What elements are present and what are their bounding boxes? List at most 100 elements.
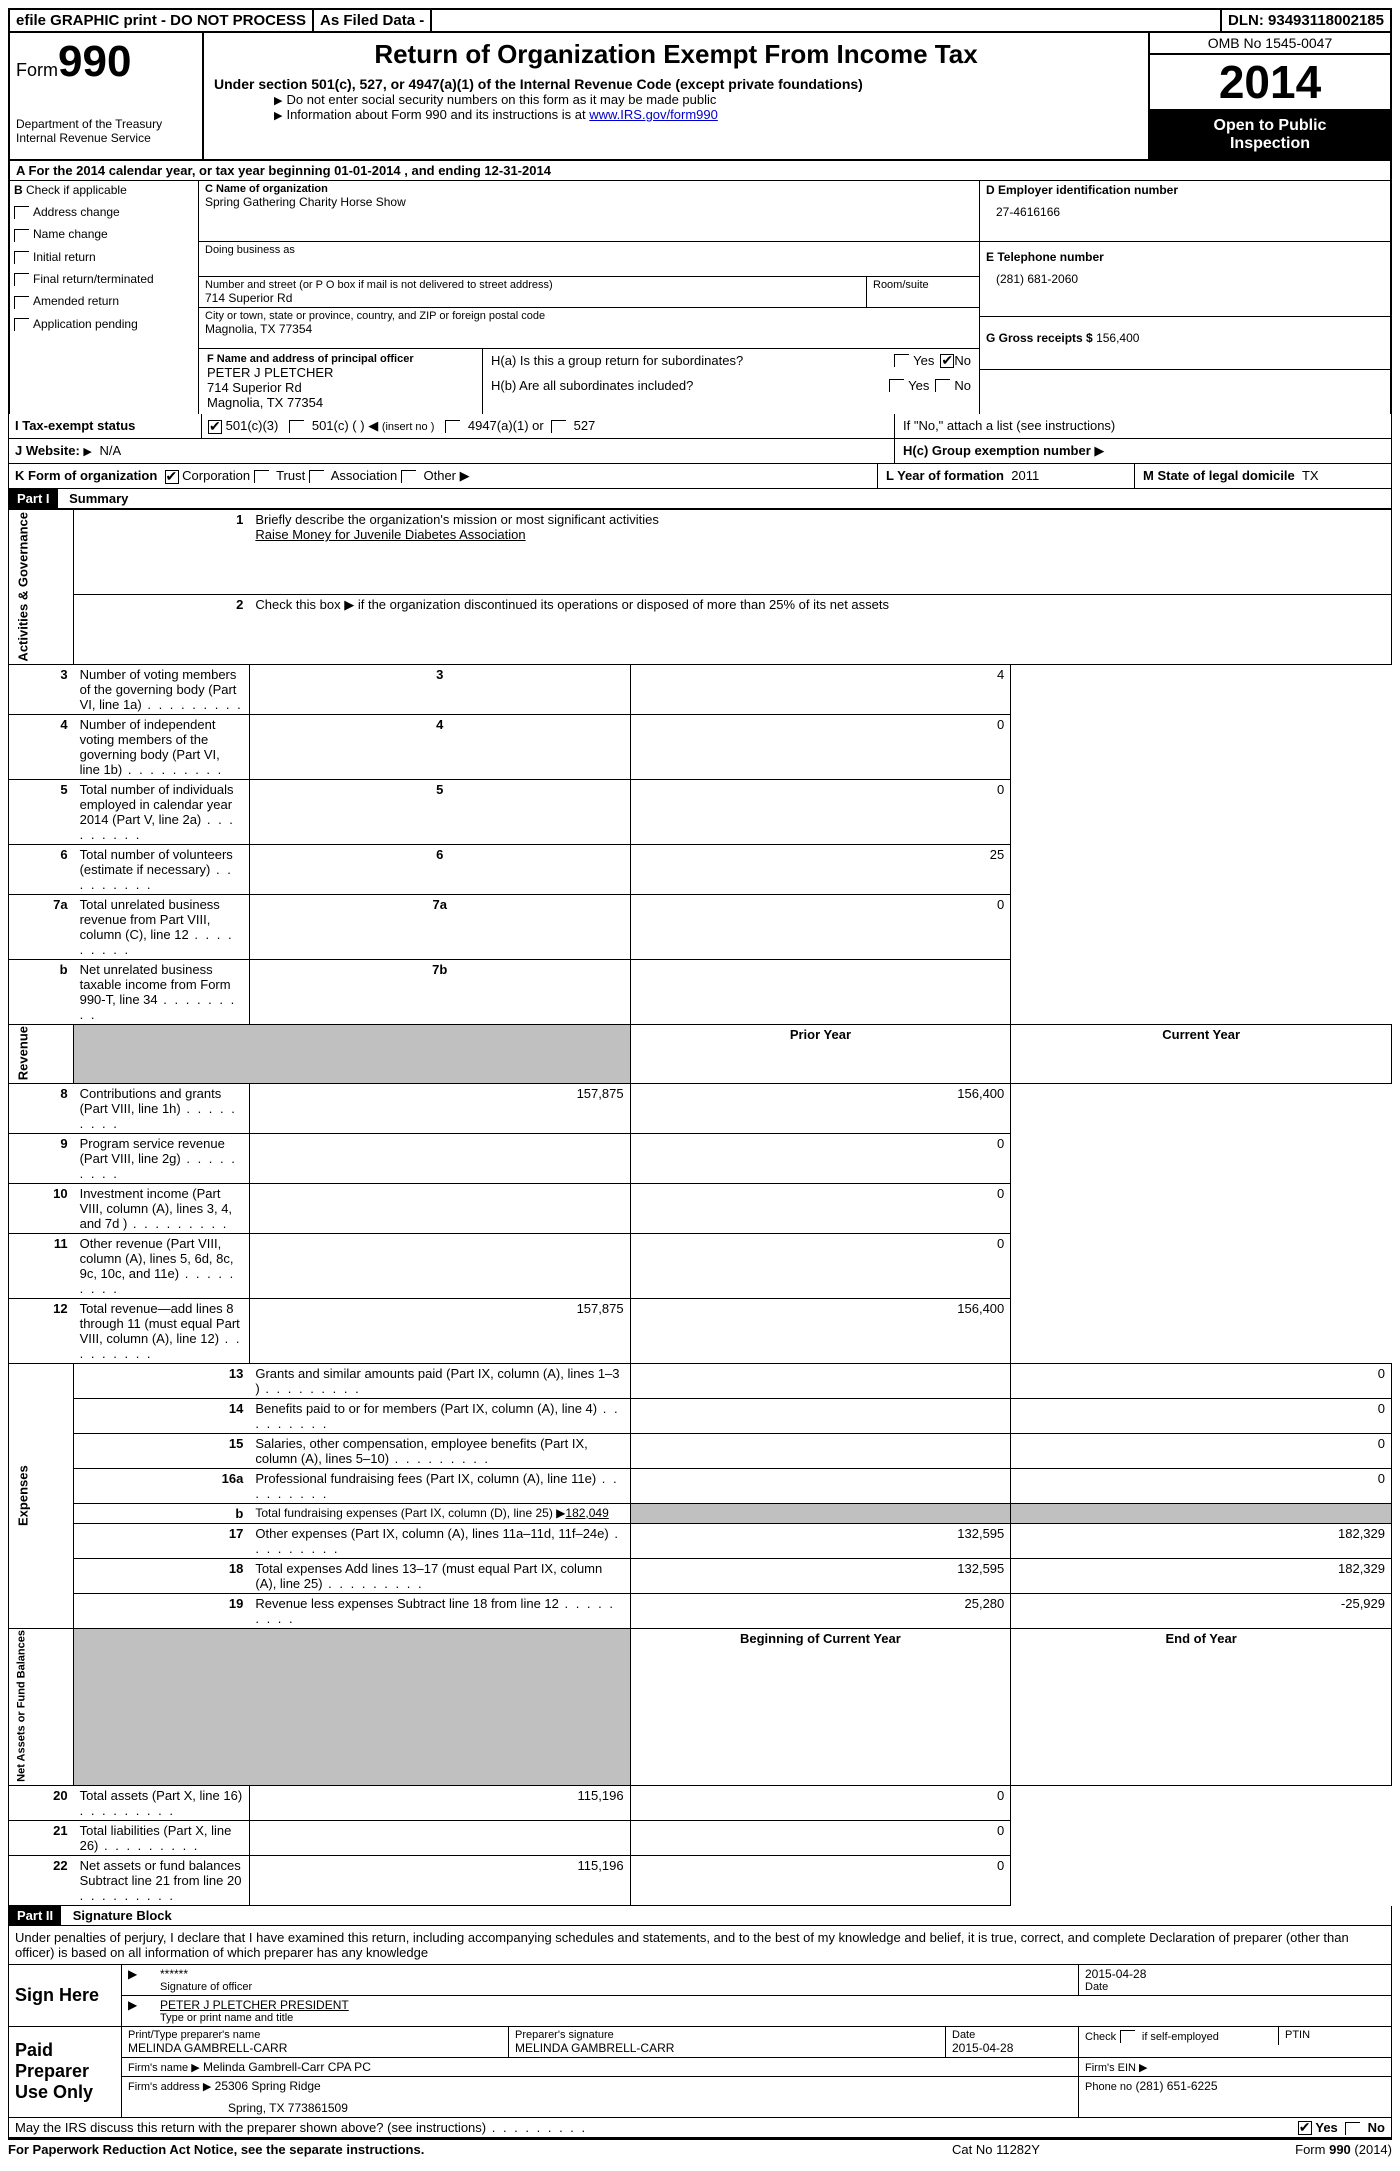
date-lbl: Date [1085,1981,1385,1993]
table-row: 22Net assets or fund balances Subtract l… [9,1855,1392,1905]
row-text: Number of voting members of the governin… [74,664,250,714]
street-box: Number and street (or P O box if mail is… [199,277,866,307]
row-py [249,1233,630,1298]
rev-hdr-row: Revenue Prior Year Current Year [9,1024,1392,1083]
checkbox[interactable] [14,206,29,219]
as-filed-label: As Filed Data - [312,10,432,31]
org-name-box: C Name of organization Spring Gathering … [199,181,979,242]
checkbox[interactable] [14,273,29,286]
row-text: Salaries, other compensation, employee b… [249,1433,630,1468]
boy-hdr: Beginning of Current Year [630,1628,1011,1785]
k-lbl: K Form of organization [15,468,157,483]
h-box: H(a) Is this a group return for subordin… [482,349,979,414]
ha-yes: Yes [913,353,934,368]
f-city: Magnolia, TX 77354 [207,395,474,410]
ha-no-ck[interactable] [940,354,954,368]
i-501c3-ck[interactable] [208,420,222,434]
sig-row-1: Sign Here ▶ ****** Signature of officer … [9,1964,1392,1995]
prep-date-lbl: Date [952,2029,1072,2041]
column-d: D Employer identification number 27-4616… [979,181,1390,414]
checkbox[interactable] [14,229,29,242]
hb-no: No [954,378,971,393]
prep-name-cell: Print/Type preparer's name MELINDA GAMBR… [122,2026,509,2057]
row-py: 132,595 [630,1558,1011,1593]
table-row: 21Total liabilities (Part X, line 26)0 [9,1820,1392,1855]
row-py [630,1503,1011,1523]
part-1-title: Summary [61,489,136,508]
pra-notice: For Paperwork Reduction Act Notice, see … [8,2142,952,2157]
row-py [249,1133,630,1183]
arrow-icon [274,107,286,122]
discuss-yes-ck[interactable] [1298,2121,1312,2135]
row-text: Grants and similar amounts paid (Part IX… [249,1363,630,1398]
firm-name-cell: Firm's name ▶ Melinda Gambrell-Carr CPA … [122,2057,1079,2076]
firm-addr-lbl: Firm's address ▶ [128,2081,211,2093]
colb-item: Amended return [14,294,194,308]
row-text: Other expenses (Part IX, column (A), lin… [249,1523,630,1558]
colb-item: Final return/terminated [14,272,194,286]
form-ref: Form 990 (2014) [1212,2142,1392,2157]
i-501c-ck[interactable] [289,420,304,433]
row-num: 18 [74,1558,250,1593]
line-k: K Form of organization Corporation Trust… [8,464,1392,489]
l2-cell: Check this box ▶ if the organization dis… [249,595,1391,665]
i-4947-ck[interactable] [445,420,460,433]
checkbox[interactable] [14,251,29,264]
row-text: Professional fundraising fees (Part IX, … [249,1468,630,1503]
table-row: 20Total assets (Part X, line 16)115,1960 [9,1785,1392,1820]
na-hdr-row: Net Assets or Fund Balances Beginning of… [9,1628,1392,1785]
j-lbl: J Website: [15,443,80,458]
hb-note: If "No," attach a list (see instructions… [894,414,1391,438]
k-trust-ck[interactable] [254,470,269,483]
header-mid: Return of Organization Exempt From Incom… [204,33,1148,159]
row-key: 6 [249,844,630,894]
ag-row-1: Activities & Governance 1 Briefly descri… [9,510,1392,595]
k-corp-ck[interactable] [165,470,179,484]
row-py: 157,875 [249,1083,630,1133]
row-text: Total number of volunteers (estimate if … [74,844,250,894]
discuss-no: No [1368,2120,1385,2135]
ha-yes-ck[interactable] [894,354,909,367]
checkbox[interactable] [14,318,29,331]
k-corp: Corporation [182,468,250,483]
form-num: 990 [58,37,131,86]
arrow-icon [83,443,95,458]
discuss-row: May the IRS discuss this return with the… [8,2118,1392,2139]
k-assoc-ck[interactable] [309,470,324,483]
column-b: B Check if applicable Address changeName… [10,181,199,414]
row-text: Revenue less expenses Subtract line 18 f… [249,1593,630,1628]
table-row: Expenses13Grants and similar amounts pai… [9,1363,1392,1398]
irs-link[interactable]: www.IRS.gov/form990 [589,107,718,122]
hb-yes: Yes [908,378,929,393]
ein-box: D Employer identification number 27-4616… [980,181,1390,242]
table-row: 5Total number of individuals employed in… [9,779,1392,844]
top-bar: efile GRAPHIC print - DO NOT PROCESS As … [8,8,1392,33]
self-emp-ck[interactable] [1120,2030,1135,2043]
prep-sig: MELINDA GAMBRELL-CARR [515,2041,939,2055]
row-key: 7a [249,894,630,959]
sig-row-2: ▶ PETER J PLETCHER PRESIDENT Type or pri… [9,1995,1392,2026]
colb-item: Name change [14,227,194,241]
phone-val: (281) 681-2060 [996,272,1384,286]
row-num: 9 [9,1133,74,1183]
i-insert: (insert no ) [382,421,435,433]
hb-yes-ck[interactable] [889,379,904,392]
part-2-hdr-row: Part II Signature Block [8,1906,1392,1926]
tax-year: 2014 [1150,55,1390,111]
dln-value: 93493118002185 [1268,12,1384,29]
l-cell: L Year of formation 2011 [877,464,1134,488]
line-a-end: 12-31-2014 [484,163,551,178]
hb-no-ck[interactable] [935,379,950,392]
part-1-table: Activities & Governance 1 Briefly descri… [8,509,1392,1906]
i-527-ck[interactable] [551,420,566,433]
k-other-ck[interactable] [401,470,416,483]
discuss-no-ck[interactable] [1345,2122,1360,2135]
phone-lbl: E Telephone number [986,250,1384,264]
row-cy: 0 [630,1183,1011,1233]
row-num: 3 [9,664,74,714]
checkbox[interactable] [14,296,29,309]
ein-val: 27-4616166 [996,205,1384,219]
row-val: 25 [630,844,1011,894]
line-a-begin: 01-01-2014 [334,163,401,178]
line-a-text-b: , and ending [401,163,485,178]
